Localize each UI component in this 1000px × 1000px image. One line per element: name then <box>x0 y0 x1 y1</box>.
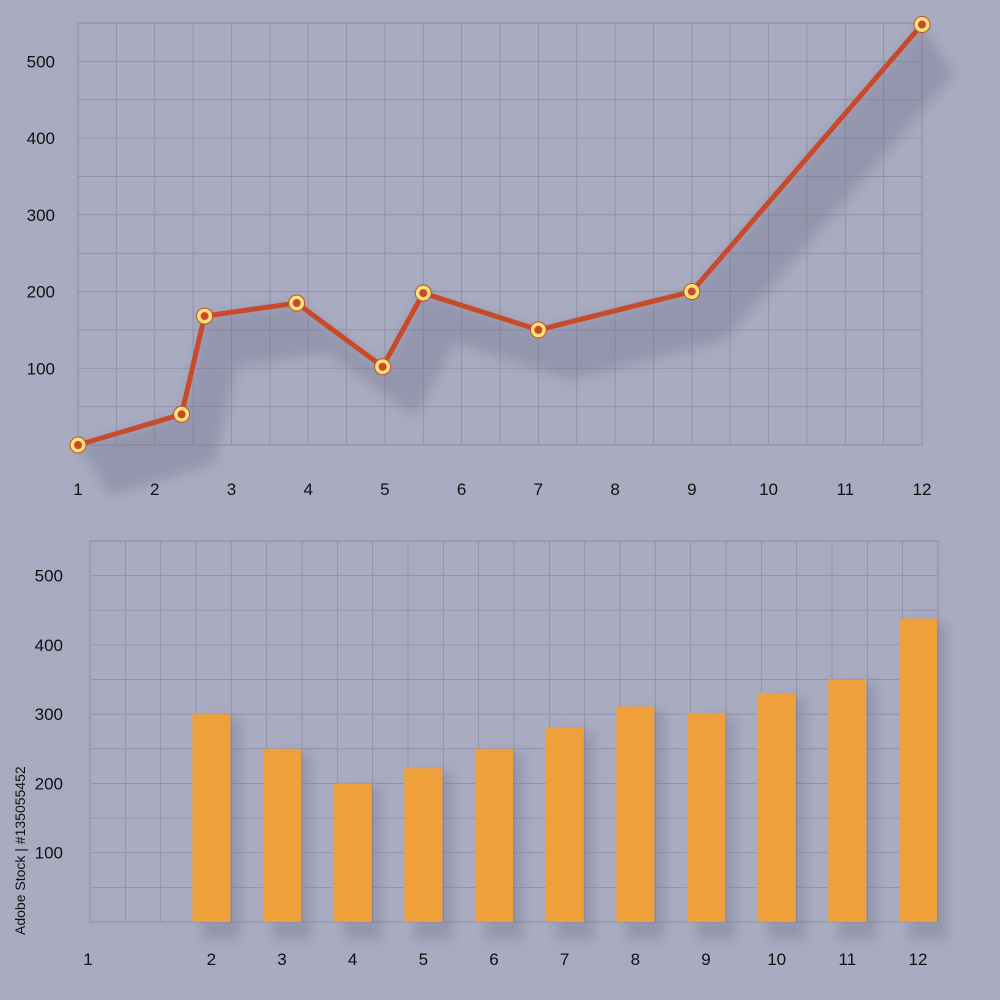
bar-x-tick-label: 4 <box>348 950 357 969</box>
bar <box>899 618 937 922</box>
bar <box>263 748 301 922</box>
line-marker-core <box>292 299 301 308</box>
bar-y-tick-label: 400 <box>35 636 63 655</box>
bar-y-tick-label: 200 <box>35 774 63 793</box>
line-x-tick-label: 9 <box>687 480 696 499</box>
line-y-tick-label: 200 <box>27 283 55 302</box>
line-y-tick-label: 100 <box>27 359 55 378</box>
line-y-tick-label: 500 <box>27 52 55 71</box>
bar <box>192 714 231 922</box>
bar-y-tick-label: 100 <box>35 844 63 863</box>
line-x-tick-label: 7 <box>534 480 543 499</box>
bar <box>616 706 655 922</box>
line-shadow <box>78 24 954 495</box>
line-y-tick-label: 400 <box>27 129 55 148</box>
line-marker-core <box>419 289 428 298</box>
line-chart-shadow <box>78 24 954 495</box>
bar-x-tick-label: 6 <box>489 950 498 969</box>
bar-x-tick-label: 9 <box>701 950 710 969</box>
bar-x-tick-label: 12 <box>909 950 928 969</box>
bar-x-tick-label: 3 <box>277 950 286 969</box>
line-marker-core <box>687 287 696 296</box>
line-chart-series <box>69 16 931 454</box>
bar-x-tick-label: 7 <box>560 950 569 969</box>
bar-y-tick-label: 500 <box>35 567 63 586</box>
bar-x-tick-label: 8 <box>631 950 640 969</box>
line-x-tick-label: 4 <box>303 480 312 499</box>
bar-x-tick-label: 10 <box>767 950 786 969</box>
line-y-tick-label: 300 <box>27 206 55 225</box>
line-marker-core <box>378 362 387 371</box>
bar <box>828 679 867 922</box>
bar <box>545 728 584 922</box>
line-x-tick-label: 1 <box>73 480 82 499</box>
bar-x-tick-label: 2 <box>207 950 216 969</box>
bar-chart-bars <box>192 618 947 940</box>
bar <box>475 748 513 922</box>
line-marker-core <box>74 441 82 449</box>
bar-x-tick-label: 11 <box>839 950 857 969</box>
line-x-tick-label: 3 <box>227 480 236 499</box>
line-marker-core <box>918 20 926 29</box>
line-x-tick-label: 5 <box>380 480 389 499</box>
stock-credit-text: Adobe Stock | #135055452 <box>12 766 28 935</box>
line-x-tick-label: 10 <box>759 480 778 499</box>
bar <box>404 768 443 922</box>
bar-x-tick-label: 1 <box>83 950 92 969</box>
bar <box>333 783 372 922</box>
line-x-tick-label: 8 <box>610 480 619 499</box>
bar <box>687 713 725 922</box>
line-marker-core <box>200 312 209 321</box>
bar <box>757 693 796 922</box>
line-x-tick-label: 12 <box>913 480 932 499</box>
line-marker-core <box>534 325 543 334</box>
line-x-tick-label: 11 <box>836 480 854 499</box>
bar-y-tick-label: 300 <box>35 705 63 724</box>
line-x-tick-label: 6 <box>457 480 466 499</box>
line-x-tick-label: 2 <box>150 480 159 499</box>
line-marker-core <box>177 410 186 419</box>
bar-x-tick-label: 5 <box>419 950 428 969</box>
